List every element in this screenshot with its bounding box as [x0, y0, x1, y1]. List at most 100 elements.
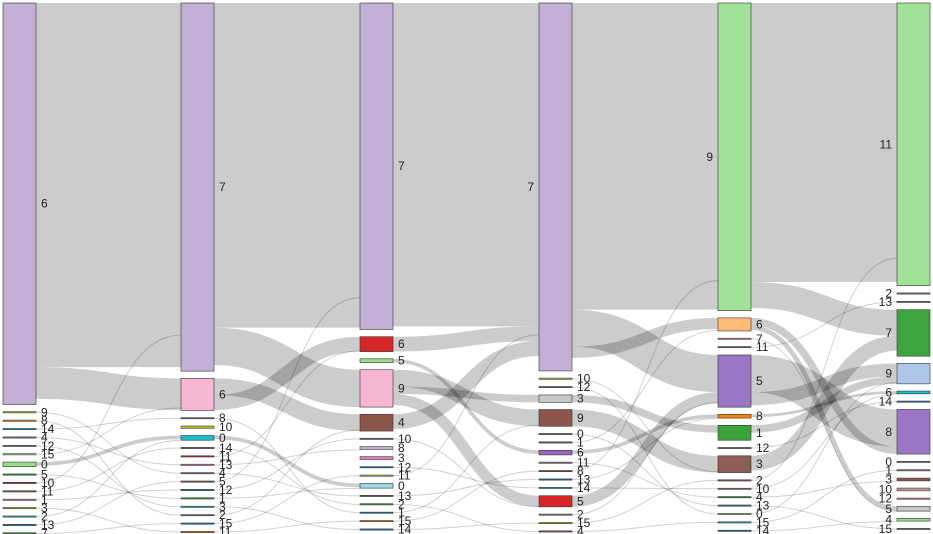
sankey-node-label-col0-10: 10: [41, 476, 55, 490]
sankey-minor-link-3-8: [571, 462, 719, 498]
sankey-node-label-col3-8: 8: [577, 464, 584, 478]
sankey-labels: 6981441215051011132137768100141113451213…: [41, 137, 892, 534]
sankey-node-col3-9: [538, 409, 573, 427]
sankey-node-col4-10: [717, 487, 752, 490]
sankey-node-col2-3: [359, 456, 394, 460]
sankey-node-col5-13: [896, 300, 931, 303]
sankey-minor-link-1-14: [213, 475, 361, 525]
sankey-node-col0-11: [2, 490, 37, 493]
sankey-node-col2-11: [359, 474, 394, 477]
sankey-node-col1-13: [180, 463, 215, 466]
sankey-node-col3-11: [538, 461, 573, 464]
sankey-node-col2-1: [359, 511, 394, 514]
sankey-node-label-col0-3: 3: [41, 501, 48, 515]
sankey-minor-link-4-10: [750, 393, 898, 490]
sankey-link-2-1-to-3-0: [392, 326, 540, 352]
sankey-node-col1-15: [180, 522, 215, 525]
sankey-node-label-col2-11: 11: [398, 469, 411, 483]
sankey-minor-link-0-4: [35, 436, 182, 466]
sankey-node-col4-4: [717, 496, 752, 499]
sankey-link-4-5-to-5-5: [750, 391, 898, 418]
sankey-node-col5-9: [896, 363, 931, 385]
sankey-link-2-3-to-3-3: [392, 386, 540, 403]
sankey-node-label-col5-1: 1: [885, 463, 892, 477]
sankey-node-label-col3-10: 10: [577, 372, 591, 386]
sankey-node-col2-8: [359, 446, 394, 450]
sankey-node-col5-6: [896, 390, 931, 395]
sankey-node-label-col1-5: 5: [219, 475, 226, 489]
sankey-node-col4-3: [717, 455, 752, 473]
sankey-node-label-col3-6: 6: [577, 446, 584, 460]
sankey-minor-link-1-6: [213, 350, 361, 457]
sankey-node-label-col2-6: 6: [398, 337, 405, 351]
sankey-node-col2-12: [359, 466, 394, 469]
sankey-node-label-col2-5: 5: [398, 354, 405, 368]
sankey-node-col2-0: [359, 483, 394, 489]
sankey-minor-link-0-13: [35, 439, 182, 518]
sankey-node-col1-6: [180, 378, 215, 411]
sankey-node-col1-1: [180, 497, 215, 500]
sankey-node-col1-3: [180, 505, 215, 508]
sankey-node-label-col3-12: 12: [577, 380, 591, 394]
sankey-minor-link-0-12: [35, 507, 182, 533]
sankey-node-col2-14: [359, 528, 394, 531]
sankey-node-col2-13: [359, 495, 394, 497]
sankey-node-label-col5-3: 3: [885, 472, 892, 486]
sankey-node-label-col4-5: 5: [756, 374, 763, 388]
sankey-node-label-col5-6: 6: [885, 385, 892, 399]
sankey-link-0-0-to-1-1: [35, 367, 182, 411]
sankey-link-2-2-to-3-7: [392, 358, 540, 454]
sankey-node-label-col2-3: 3: [398, 451, 405, 465]
sankey-node-label-col4-10: 10: [756, 482, 770, 496]
sankey-node-col2-5: [359, 358, 394, 363]
sankey-minor-link-3-13: [571, 402, 719, 516]
sankey-node-label-col2-2: 2: [398, 497, 405, 511]
sankey-minor-link-2-12: [392, 503, 540, 532]
sankey-node-col2-9: [359, 369, 394, 408]
sankey-minor-link-0-6: [35, 407, 182, 455]
sankey-node-label-col2-8: 8: [398, 441, 405, 455]
sankey-node-label-col0-0: 0: [41, 457, 48, 471]
sankey-node-label-col2-7: 7: [398, 159, 405, 173]
sankey-node-label-col0-9: 9: [41, 405, 48, 419]
sankey-node-col1-4: [180, 472, 215, 475]
sankey-minor-link-2-11: [392, 479, 540, 497]
sankey-minor-link-3-9: [571, 280, 719, 472]
sankey-link-2-3-to-3-4: [392, 369, 540, 427]
sankey-node-col1-5: [180, 480, 215, 483]
sankey-minor-link-2-15: [392, 522, 540, 531]
sankey-node-label-col0-11: 11: [41, 484, 54, 498]
sankey-minor-link-4-13: [750, 382, 898, 515]
sankey-link-2-4-to-3-0: [392, 341, 540, 430]
sankey-link-3-12-to-4-4: [571, 392, 719, 507]
sankey-minor-link-4-15: [750, 521, 898, 532]
sankey-node-label-col0-2: 2: [41, 510, 48, 524]
sankey-minor-link-4-11: [750, 480, 898, 498]
sankey-minor-link-1-2: [213, 417, 361, 514]
sankey-node-label-col0-5: 5: [41, 468, 48, 482]
sankey-link-4-4-to-5-7: [750, 354, 898, 447]
sankey-minor-link-0-2: [35, 420, 182, 516]
sankey-node-label-col1-4: 4: [219, 466, 226, 480]
sankey-node-col0-2: [2, 515, 37, 518]
sankey-minor-link-3-2: [571, 386, 719, 515]
sankey-node-label-col0-8: 8: [41, 414, 48, 428]
sankey-node-col1-8: [180, 417, 215, 420]
sankey-node-label-col4-7: 7: [756, 332, 763, 346]
sankey-link-1-4-to-2-10: [213, 435, 361, 488]
sankey-node-col0-5: [2, 473, 37, 476]
sankey-node-col3-3: [538, 394, 573, 403]
sankey-node-label-col2-12: 12: [398, 460, 412, 474]
sankey-node-label-col5-12: 12: [879, 492, 893, 506]
sankey-node-col4-6: [717, 317, 752, 332]
sankey-node-label-col5-4: 4: [885, 513, 892, 527]
sankey-node-col2-7: [359, 2, 394, 330]
sankey-node-label-col2-4: 4: [398, 416, 405, 430]
sankey-node-col5-8: [896, 409, 931, 455]
sankey-node-col1-10: [180, 425, 215, 429]
sankey-node-col5-10: [896, 487, 931, 492]
sankey-node-col5-7: [896, 309, 931, 357]
sankey-node-col3-2: [538, 513, 573, 516]
sankey-link-4-8-to-5-3: [750, 335, 898, 471]
